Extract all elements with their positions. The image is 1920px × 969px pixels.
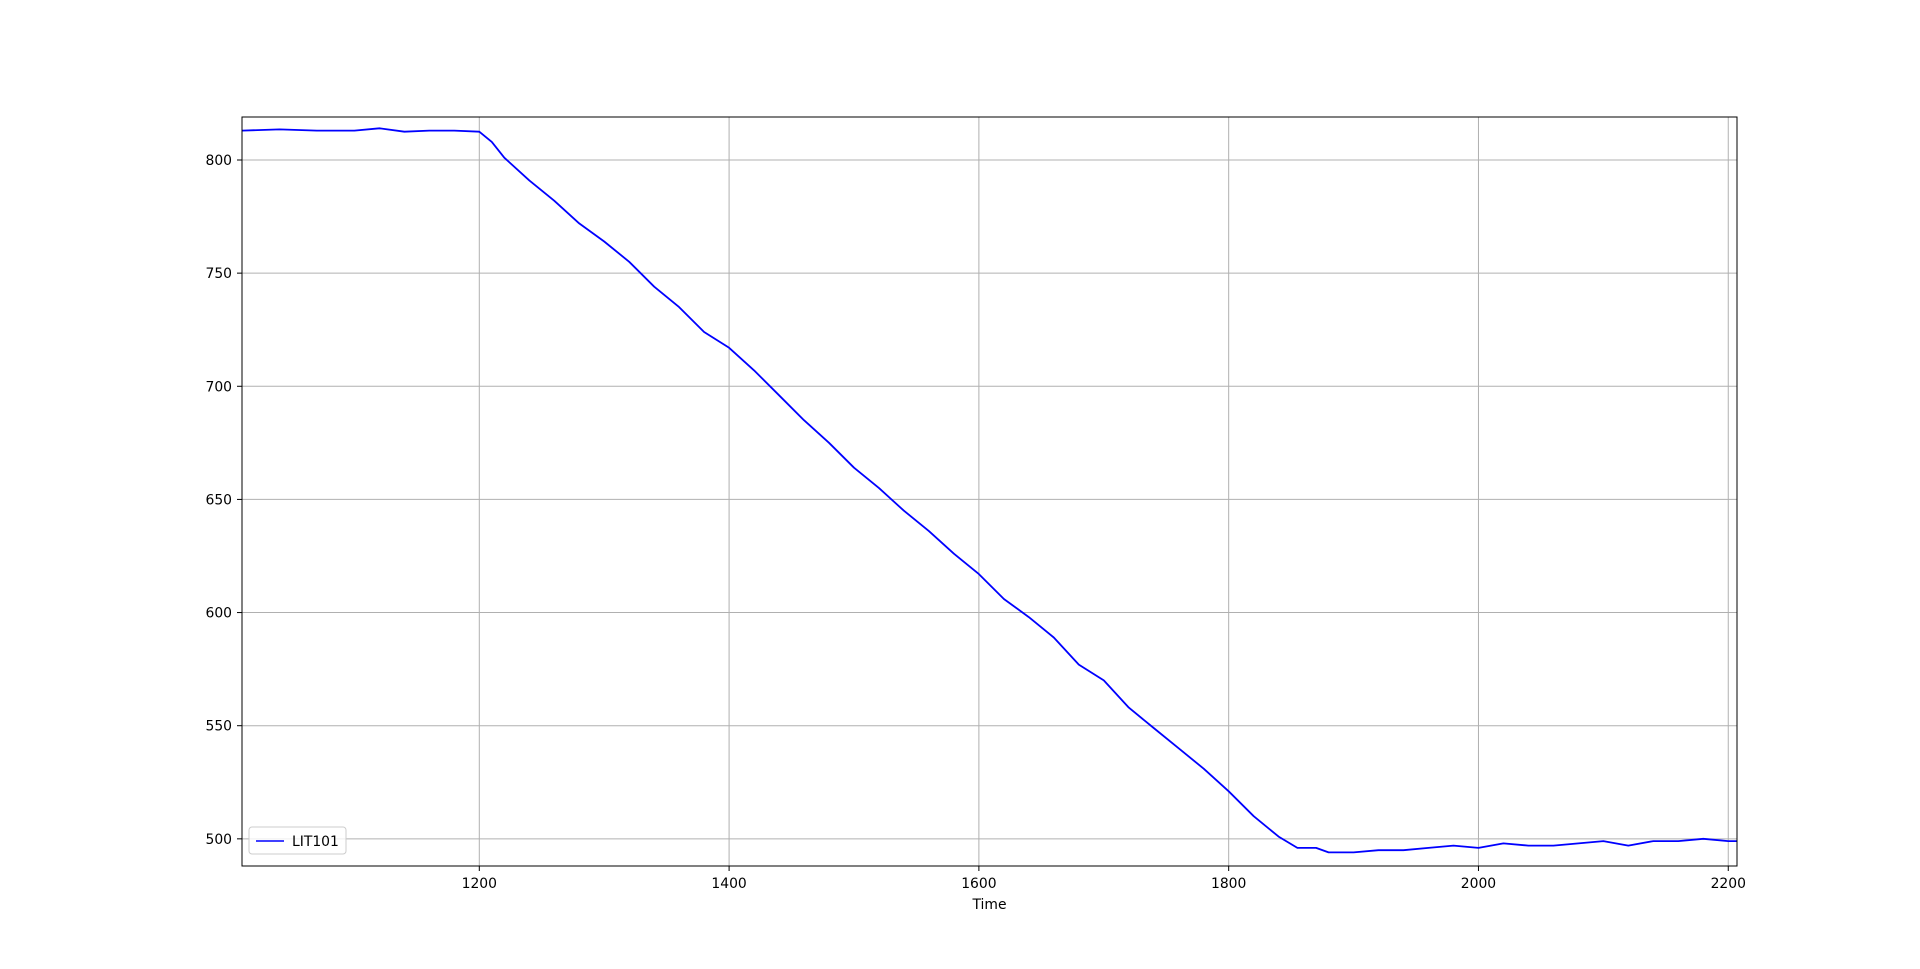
legend-label: LIT101 (292, 834, 339, 850)
x-tick-label: 1600 (961, 876, 996, 892)
y-tick-label: 600 (205, 606, 232, 622)
y-tick-label: 650 (205, 492, 232, 508)
y-tick-label: 800 (205, 153, 232, 169)
x-tick-label: 2000 (1461, 876, 1496, 892)
y-tick-label: 550 (205, 719, 232, 735)
x-tick-label: 2200 (1711, 876, 1746, 892)
legend: LIT101 (249, 827, 346, 854)
y-tick-label: 750 (205, 266, 232, 282)
x-tick-label: 1800 (1211, 876, 1246, 892)
y-tick-label: 700 (205, 379, 232, 395)
y-tick-label: 500 (205, 832, 232, 848)
x-tick-label: 1400 (711, 876, 746, 892)
x-tick-label: 1200 (462, 876, 497, 892)
x-axis-label: Time (972, 897, 1007, 913)
